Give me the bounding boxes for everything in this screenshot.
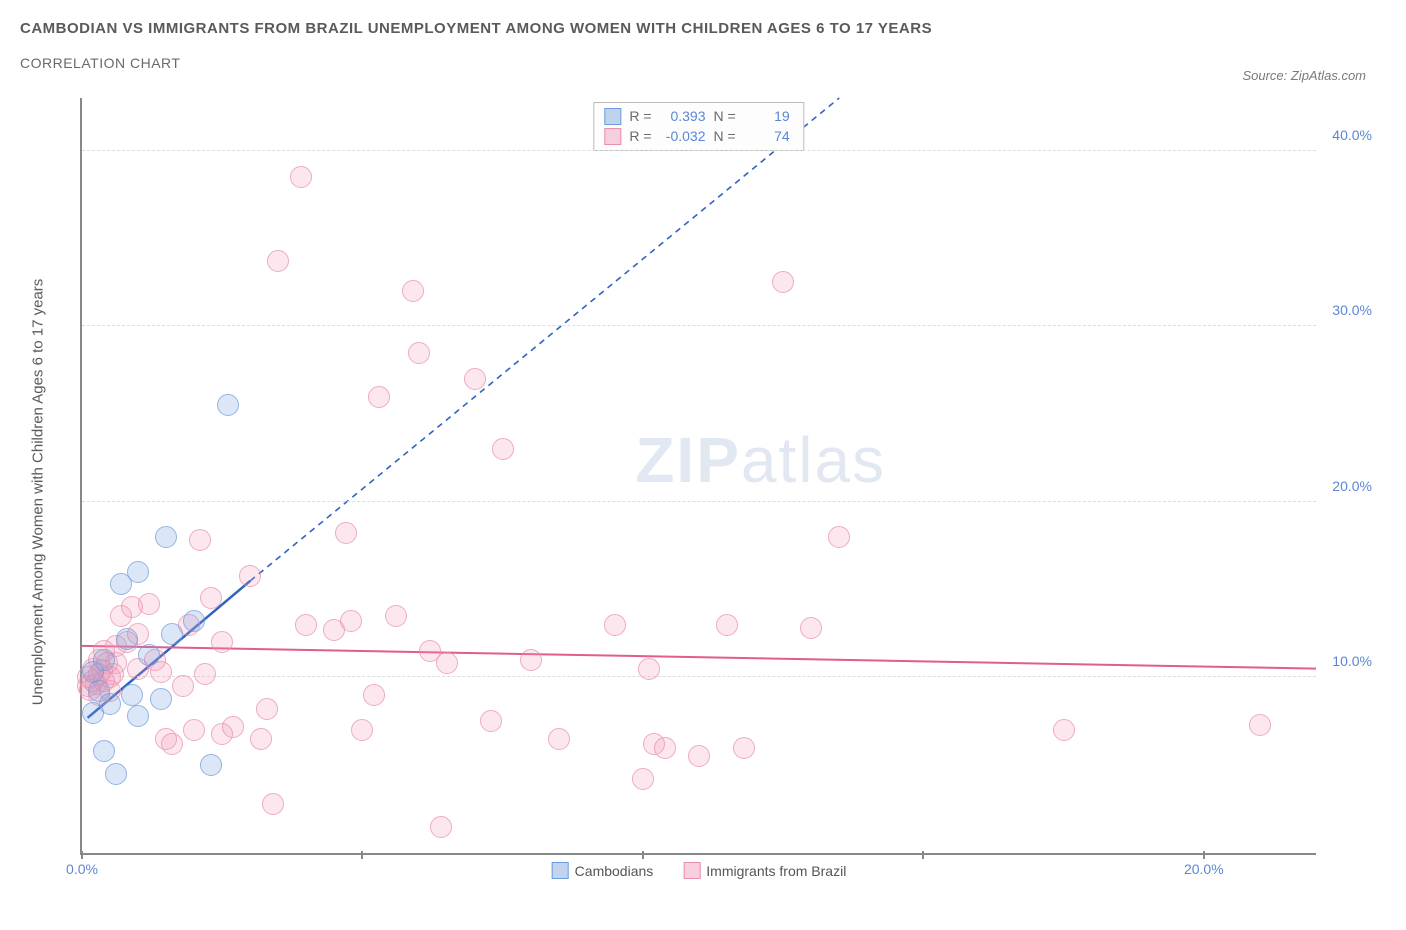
bottom-legend: Cambodians Immigrants from Brazil — [552, 862, 847, 879]
data-point — [520, 649, 542, 671]
x-tick-mark — [922, 851, 924, 859]
data-point — [99, 693, 121, 715]
chart-subtitle: CORRELATION CHART — [20, 55, 1386, 71]
data-point — [200, 754, 222, 776]
chart-area: Unemployment Among Women with Children A… — [48, 98, 1376, 885]
data-point — [127, 705, 149, 727]
data-point — [194, 663, 216, 685]
data-point — [155, 526, 177, 548]
grid-line — [82, 150, 1316, 151]
data-point — [150, 688, 172, 710]
data-point — [800, 617, 822, 639]
data-point — [408, 342, 430, 364]
data-point — [295, 614, 317, 636]
data-point — [1053, 719, 1075, 741]
data-point — [161, 623, 183, 645]
data-point — [385, 605, 407, 627]
data-point — [116, 628, 138, 650]
swatch-pink — [604, 128, 621, 145]
data-point — [1249, 714, 1271, 736]
legend-item: Cambodians — [552, 862, 654, 879]
y-tick-label: 40.0% — [1332, 127, 1372, 143]
data-point — [654, 737, 676, 759]
swatch-pink — [683, 862, 700, 879]
data-point — [464, 368, 486, 390]
data-point — [189, 529, 211, 551]
x-tick-label: 20.0% — [1184, 861, 1224, 877]
data-point — [340, 610, 362, 632]
data-point — [430, 816, 452, 838]
grid-line — [82, 676, 1316, 677]
x-tick-mark — [81, 851, 83, 859]
grid-line — [82, 501, 1316, 502]
data-point — [402, 280, 424, 302]
x-tick-label: 0.0% — [66, 861, 98, 877]
stats-box: R = 0.393 N = 19 R = -0.032 N = 74 — [593, 102, 804, 151]
grid-line — [82, 325, 1316, 326]
data-point — [733, 737, 755, 759]
data-point — [436, 652, 458, 674]
data-point — [239, 565, 261, 587]
y-tick-label: 20.0% — [1332, 478, 1372, 494]
data-point — [161, 733, 183, 755]
chart-container: CAMBODIAN VS IMMIGRANTS FROM BRAZIL UNEM… — [20, 20, 1386, 910]
data-point — [632, 768, 654, 790]
stats-row: R = 0.393 N = 19 — [604, 107, 789, 127]
data-point — [548, 728, 570, 750]
x-tick-mark — [642, 851, 644, 859]
data-point — [183, 719, 205, 741]
data-point — [368, 386, 390, 408]
y-tick-label: 10.0% — [1332, 653, 1372, 669]
data-point — [127, 561, 149, 583]
data-point — [105, 763, 127, 785]
data-point — [716, 614, 738, 636]
data-point — [217, 394, 239, 416]
data-point — [183, 610, 205, 632]
data-point — [638, 658, 660, 680]
swatch-blue — [604, 108, 621, 125]
chart-title: CAMBODIAN VS IMMIGRANTS FROM BRAZIL UNEM… — [20, 20, 1386, 37]
data-point — [604, 614, 626, 636]
data-point — [82, 661, 104, 683]
data-point — [828, 526, 850, 548]
data-point — [200, 587, 222, 609]
plot-region: ZIPatlas R = 0.393 N = 19 R = -0.032 N =… — [80, 98, 1316, 855]
swatch-blue — [552, 862, 569, 879]
x-tick-mark — [361, 851, 363, 859]
data-point — [262, 793, 284, 815]
data-point — [250, 728, 272, 750]
y-tick-label: 30.0% — [1332, 302, 1372, 318]
data-point — [211, 631, 233, 653]
data-point — [256, 698, 278, 720]
data-point — [121, 684, 143, 706]
data-point — [772, 271, 794, 293]
stats-row: R = -0.032 N = 74 — [604, 127, 789, 147]
data-point — [290, 166, 312, 188]
data-point — [363, 684, 385, 706]
data-point — [335, 522, 357, 544]
data-point — [222, 716, 244, 738]
data-point — [138, 593, 160, 615]
y-axis-label: Unemployment Among Women with Children A… — [30, 278, 47, 705]
data-point — [172, 675, 194, 697]
data-point — [351, 719, 373, 741]
legend-item: Immigrants from Brazil — [683, 862, 846, 879]
data-point — [138, 644, 160, 666]
data-point — [480, 710, 502, 732]
x-tick-mark — [1203, 851, 1205, 859]
data-point — [688, 745, 710, 767]
data-point — [492, 438, 514, 460]
data-point — [267, 250, 289, 272]
watermark: ZIPatlas — [635, 423, 886, 497]
source-label: Source: ZipAtlas.com — [1242, 68, 1366, 83]
data-point — [93, 740, 115, 762]
